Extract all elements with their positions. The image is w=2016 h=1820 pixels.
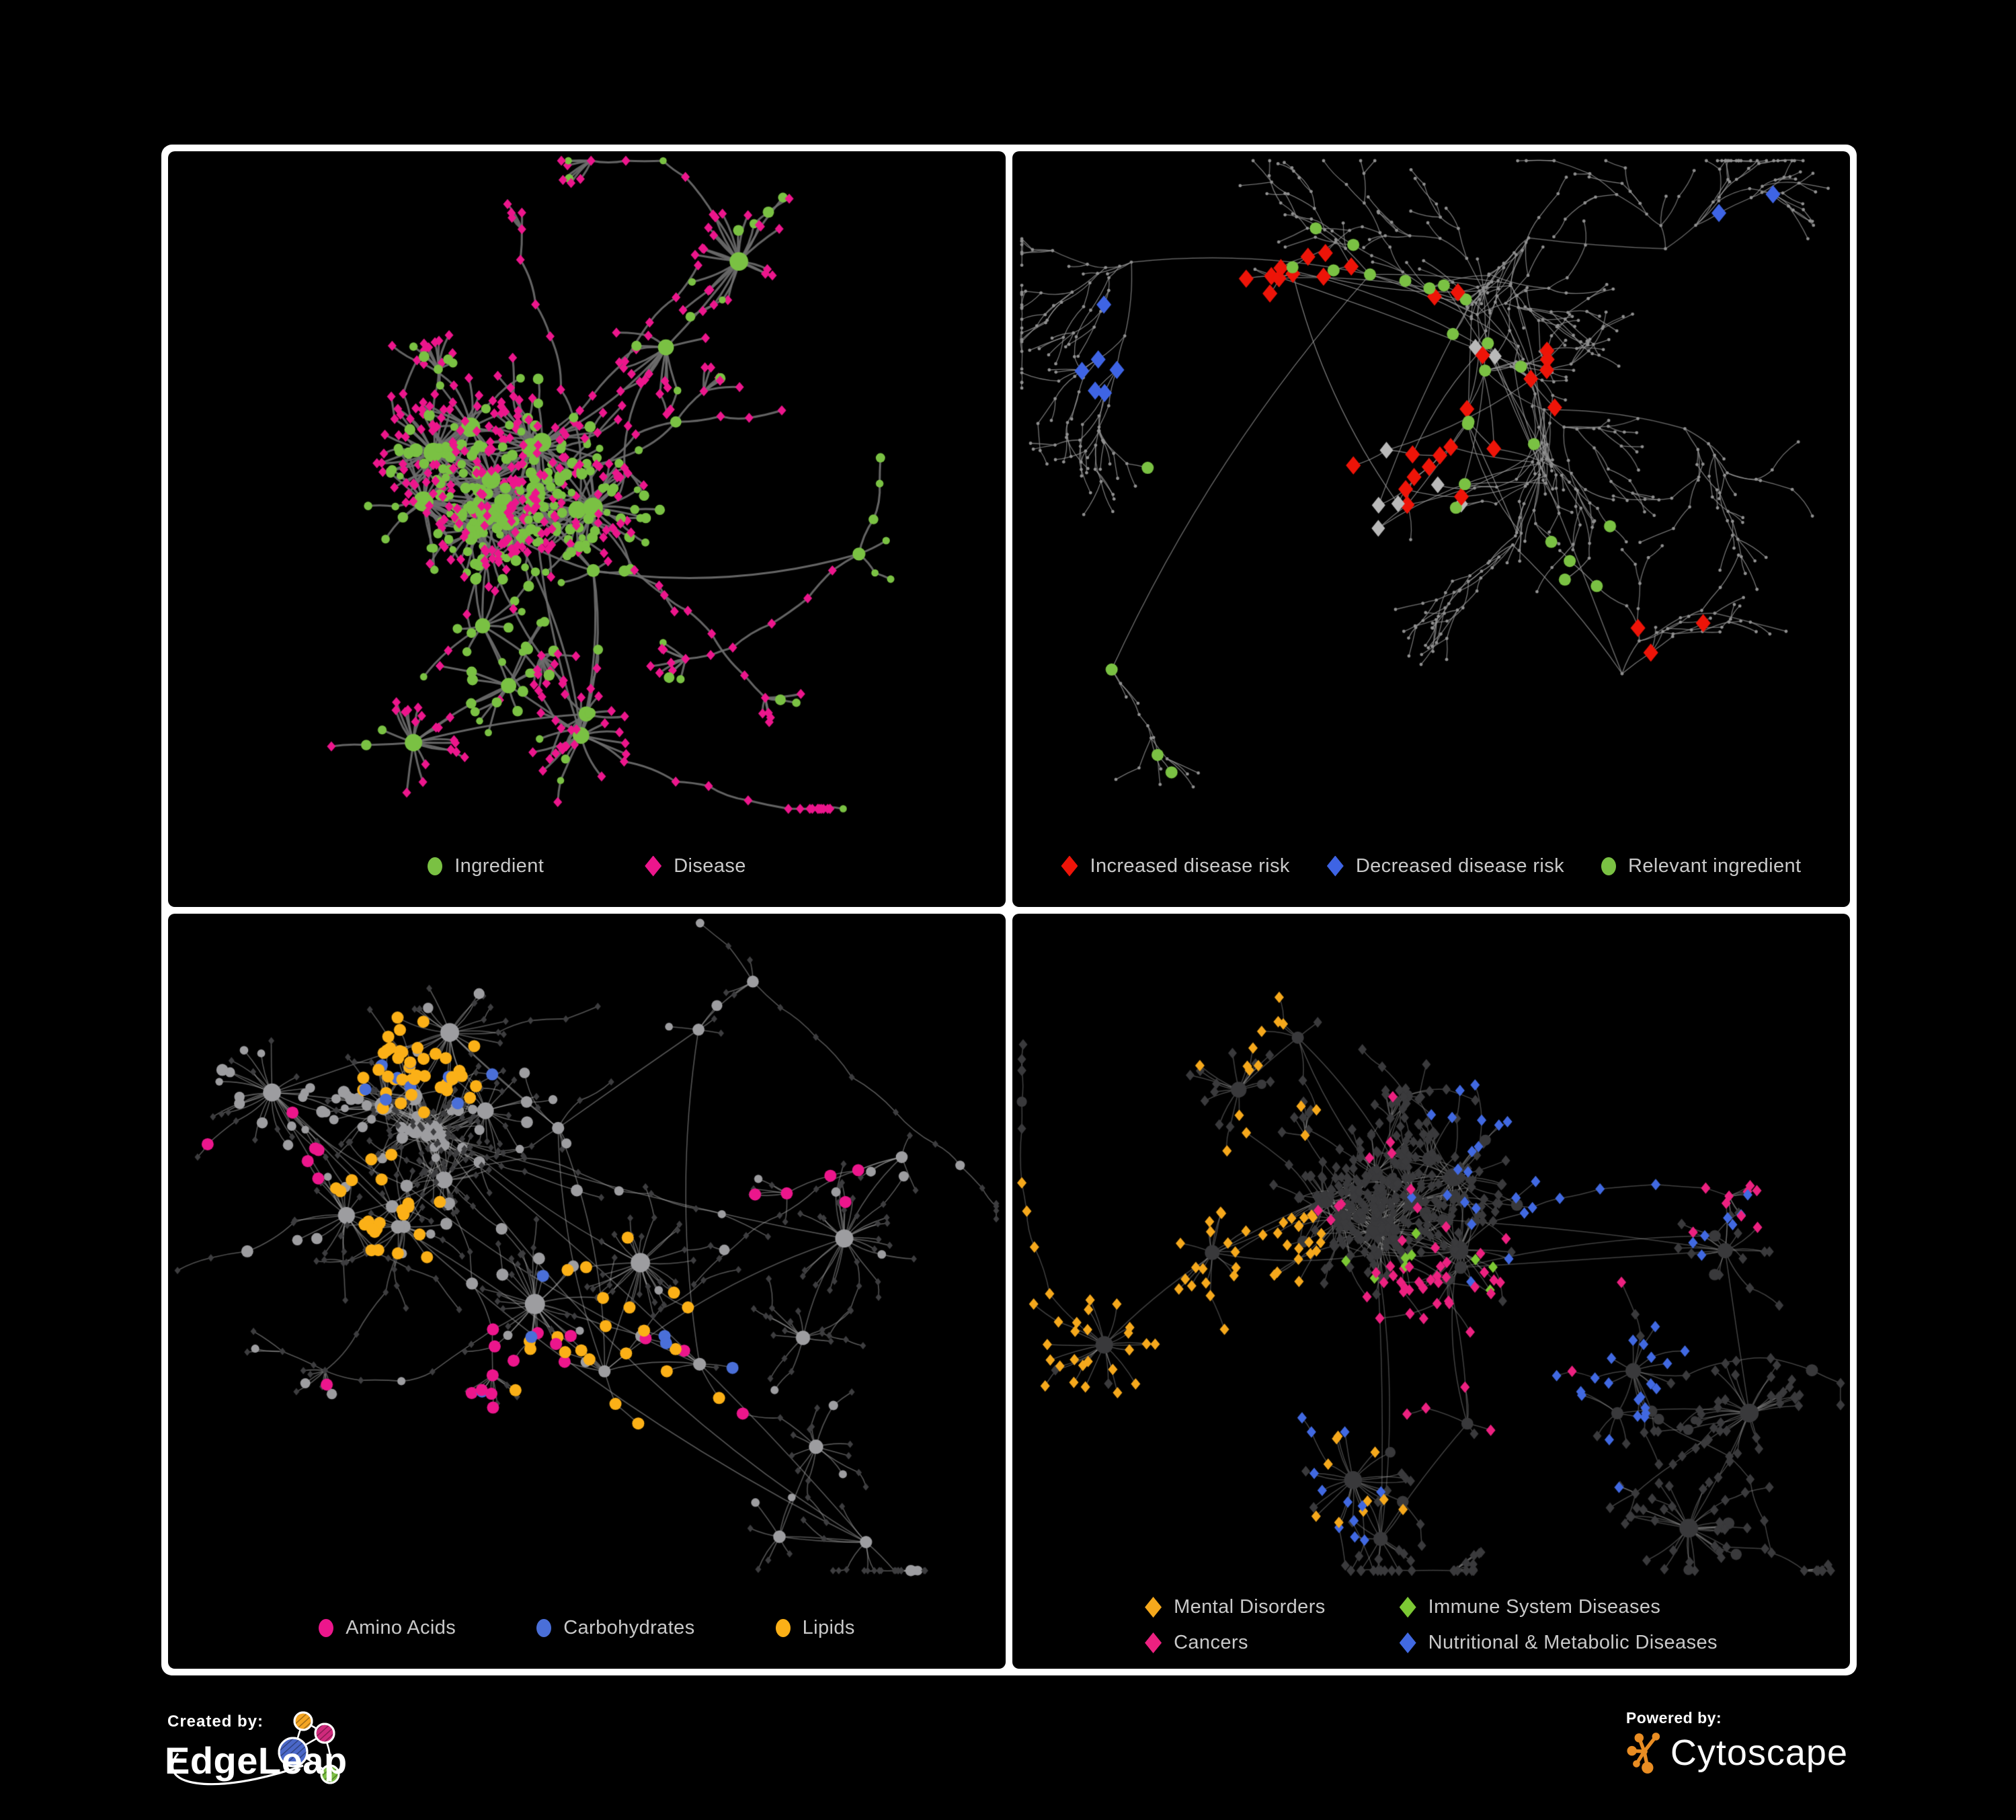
legend-label: Cancers (1174, 1632, 1248, 1653)
increased-risk-diamond-icon (1061, 855, 1078, 877)
powered-by-block: Powered by: Cytoscape (1626, 1709, 1848, 1776)
legend-item: Disease (645, 855, 746, 877)
legend-item: Increased disease risk (1061, 855, 1289, 877)
disease-diamond-icon (645, 855, 662, 877)
legend-label: Decreased disease risk (1355, 855, 1565, 877)
legend-item: Immune System Diseases (1399, 1596, 1718, 1618)
legend-item: Carbohydrates (536, 1617, 694, 1639)
legend-item: Ingredient (428, 855, 544, 877)
panel-disease-classes: Mental Disorders Immune System Diseases … (1012, 913, 1850, 1669)
legend-disease-risk: Increased disease risk Decreased disease… (1012, 855, 1850, 877)
legend-item: Relevant ingredient (1601, 855, 1801, 877)
cancers-diamond-icon (1145, 1632, 1162, 1653)
carbohydrates-circle-icon (536, 1619, 552, 1637)
legend-disease-classes: Mental Disorders Immune System Diseases … (1012, 1596, 1850, 1654)
created-by-label: Created by: (167, 1712, 264, 1731)
legend-item: Mental Disorders (1145, 1596, 1326, 1618)
cytoscape-brand-text: Cytoscape (1670, 1733, 1848, 1773)
powered-by-label: Powered by: (1625, 1709, 1722, 1727)
legend-label: Disease (674, 855, 746, 877)
figure-grid: Ingredient Disease Increased disease ris… (161, 145, 1857, 1675)
footer: Created by: EdgeLeap Powered by: (163, 1675, 1848, 1820)
cytoscape-brand-row: Cytoscape (1626, 1730, 1848, 1776)
legend-ingredient-disease: Ingredient Disease (168, 855, 1006, 877)
mental-disorders-diamond-icon (1145, 1597, 1162, 1618)
legend-item: Cancers (1145, 1632, 1326, 1654)
legend-item: Decreased disease risk (1326, 855, 1565, 877)
legend-item: Amino Acids (319, 1617, 456, 1639)
legend-label: Increased disease risk (1090, 855, 1290, 877)
legend-label: Mental Disorders (1174, 1596, 1326, 1618)
network-canvas-nutrient-classes (168, 913, 1006, 1669)
legend-label: Relevant ingredient (1628, 855, 1802, 877)
network-canvas-ingredient-disease (168, 151, 1006, 907)
edgeleap-logo-icon: Created by: EdgeLeap (165, 1711, 348, 1786)
legend-label: Ingredient (454, 855, 545, 877)
legend-label: Lipids (802, 1617, 855, 1638)
panel-nutrient-classes: Amino Acids Carbohydrates Lipids (168, 913, 1006, 1669)
network-canvas-disease-classes (1012, 913, 1850, 1669)
ingredient-circle-icon (428, 857, 443, 875)
immune-system-diseases-diamond-icon (1399, 1597, 1416, 1618)
panel-disease-risk: Increased disease risk Decreased disease… (1012, 151, 1850, 907)
panel-ingredient-disease: Ingredient Disease (168, 151, 1006, 907)
legend-item: Nutritional & Metabolic Diseases (1399, 1632, 1718, 1654)
amino-acids-circle-icon (319, 1619, 334, 1637)
edgeleap-logo-nodes (278, 1711, 340, 1784)
lipids-circle-icon (775, 1619, 791, 1637)
nutritional-metabolic-diseases-diamond-icon (1399, 1632, 1416, 1653)
legend-label: Nutritional & Metabolic Diseases (1428, 1632, 1718, 1653)
legend-label: Carbohydrates (563, 1617, 695, 1638)
edgeleap-brand-text: EdgeLeap (165, 1739, 348, 1782)
network-canvas-disease-risk (1012, 151, 1850, 907)
legend-label: Amino Acids (346, 1617, 456, 1638)
relevant-ingredient-circle-icon (1601, 857, 1617, 875)
decreased-risk-diamond-icon (1326, 855, 1344, 877)
edgeleap-swoosh (171, 1753, 304, 1786)
legend-nutrient-classes: Amino Acids Carbohydrates Lipids (168, 1617, 1006, 1639)
cytoscape-logo-icon (1627, 1733, 1660, 1774)
legend-label: Immune System Diseases (1428, 1596, 1661, 1618)
legend-item: Lipids (775, 1617, 855, 1639)
